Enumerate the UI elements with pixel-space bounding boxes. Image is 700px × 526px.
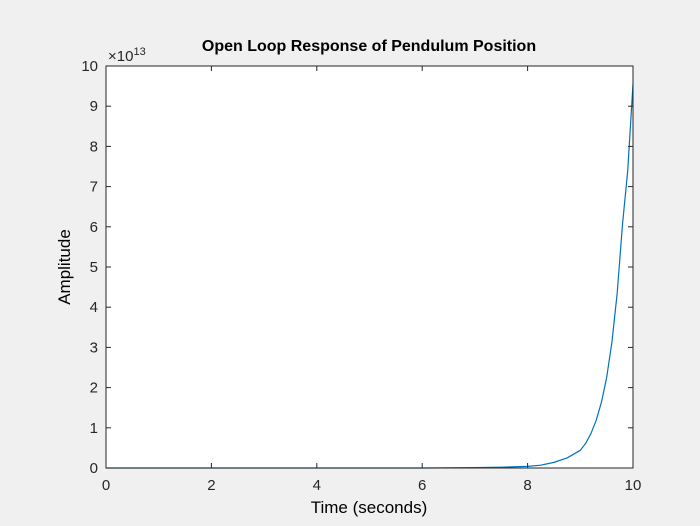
y-axis-label: Amplitude <box>55 229 74 305</box>
y-tick-label: 8 <box>90 138 98 155</box>
x-tick-label: 4 <box>313 477 321 494</box>
plot-area[interactable] <box>105 65 634 469</box>
x-tick-label: 0 <box>102 477 110 494</box>
y-tick-label: 1 <box>90 420 98 437</box>
y-tick-label: 10 <box>81 58 98 75</box>
x-tick-label: 6 <box>418 477 426 494</box>
y-tick-label: 3 <box>90 339 98 356</box>
axes-background <box>106 66 633 468</box>
y-tick-label: 4 <box>90 299 98 316</box>
y-tick-label: 9 <box>90 98 98 115</box>
x-tick-label: 10 <box>625 477 642 494</box>
y-tick-label: 0 <box>90 460 98 477</box>
chart-title: Open Loop Response of Pendulum Position <box>202 38 536 55</box>
x-tick-label: 2 <box>207 477 215 494</box>
y-exponent-label: ×1013 <box>108 46 146 65</box>
x-tick-labels: 0 2 4 6 8 10 <box>102 477 642 494</box>
y-tick-label: 6 <box>90 219 98 236</box>
y-tick-labels: 0 1 2 3 4 5 6 7 8 9 10 <box>81 58 98 477</box>
x-axis-label: Time (seconds) <box>311 498 428 517</box>
y-tick-label: 7 <box>90 179 98 196</box>
y-tick-label: 5 <box>90 259 98 276</box>
y-tick-label: 2 <box>90 380 98 397</box>
x-tick-label: 8 <box>523 477 531 494</box>
x-tick-marks <box>105 66 634 468</box>
y-tick-marks <box>106 65 633 469</box>
